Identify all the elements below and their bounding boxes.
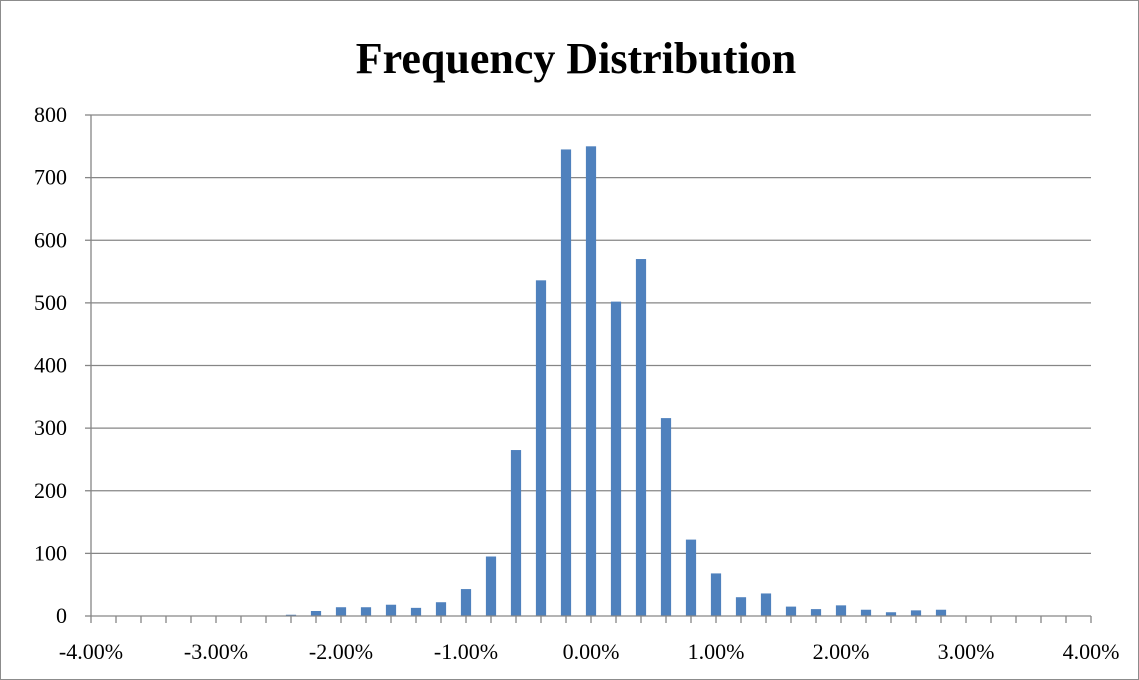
y-tick-label: 100 (34, 540, 67, 565)
histogram-bar (310, 610, 322, 616)
x-tick-label: 3.00% (938, 639, 995, 664)
histogram-bar (710, 573, 722, 616)
y-tick-label: 0 (56, 603, 67, 628)
y-tick-label: 500 (34, 290, 67, 315)
histogram-bar (910, 610, 922, 616)
bars (285, 146, 947, 616)
y-tick-label: 600 (34, 227, 67, 252)
x-tick-label: 4.00% (1063, 639, 1120, 664)
histogram-bar (735, 597, 747, 616)
histogram-bar (760, 593, 772, 616)
histogram-bar (685, 539, 697, 616)
histogram-bar (385, 604, 397, 616)
x-tick-label: -2.00% (309, 639, 373, 664)
histogram-bar (560, 149, 572, 616)
histogram-bar (485, 556, 497, 616)
histogram-bar (935, 609, 947, 616)
axes (85, 114, 1092, 623)
y-tick-label: 700 (34, 165, 67, 190)
y-tick-label: 400 (34, 353, 67, 378)
x-tick-label: -4.00% (59, 639, 123, 664)
y-tick-label: 800 (34, 102, 67, 127)
x-tick-label: 2.00% (813, 639, 870, 664)
histogram-bar (785, 606, 797, 616)
histogram-bar (885, 612, 897, 616)
chart-title: Frequency Distribution (356, 34, 796, 83)
x-tick-labels: -4.00% -3.00% -2.00% -1.00% 0.00% 1.00% 2.00% 3… (59, 639, 1119, 664)
histogram-bar (510, 450, 522, 616)
histogram-bar (835, 605, 847, 616)
histogram-bar (335, 607, 347, 616)
x-tick-label: -3.00% (184, 639, 248, 664)
x-tick-label: -1.00% (434, 639, 498, 664)
histogram-bar (810, 609, 822, 616)
histogram-bar (860, 609, 872, 616)
y-tick-label: 300 (34, 415, 67, 440)
histogram-bar (610, 301, 622, 616)
histogram-bar (635, 259, 647, 616)
histogram-bar (660, 418, 672, 616)
histogram-bar (360, 607, 372, 616)
x-tick-label: 0.00% (563, 639, 620, 664)
y-tick-labels: 0 100 200 300 400 500 600 700 800 (34, 102, 67, 628)
x-tick-label: 1.00% (688, 639, 745, 664)
y-tick-label: 200 (34, 478, 67, 503)
histogram-bar (410, 607, 422, 616)
histogram-bar (460, 589, 472, 616)
histogram-bar (585, 146, 597, 616)
histogram-bar (535, 280, 547, 616)
histogram-bar (435, 602, 447, 616)
